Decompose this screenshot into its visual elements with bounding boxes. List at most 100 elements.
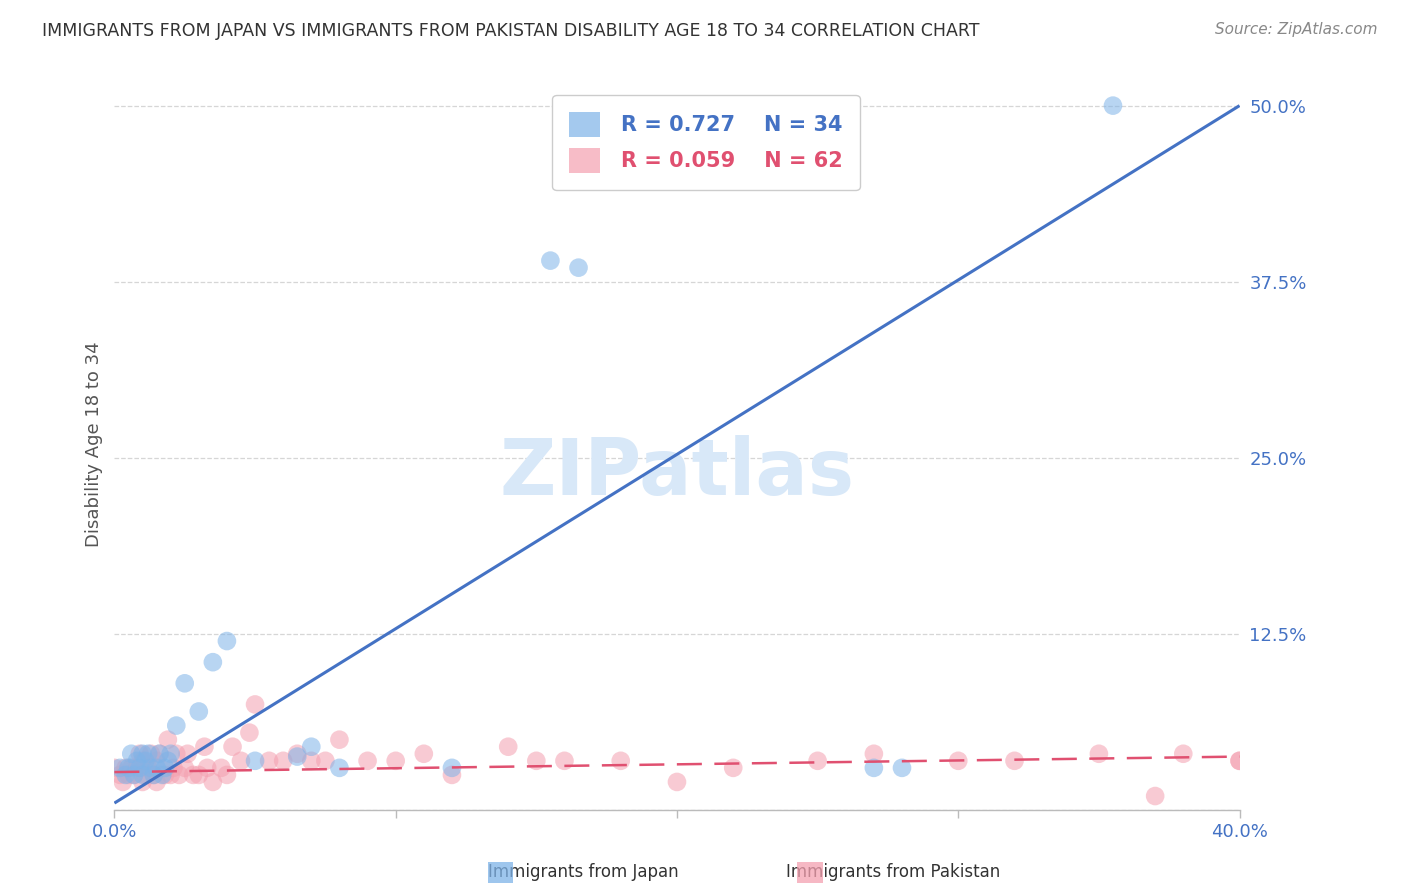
Point [148,747,170,761]
Point [108,761,131,775]
Point [807,754,830,768]
Point [156,732,179,747]
Point [215,768,238,782]
Point [201,655,224,669]
Point [243,698,266,712]
Point [139,761,162,775]
Point [117,768,139,782]
Point [384,754,406,768]
Point [496,739,519,754]
Point [125,761,148,775]
Point [1229,754,1251,768]
Text: Source: ZipAtlas.com: Source: ZipAtlas.com [1215,22,1378,37]
Point [111,775,134,789]
Point [162,761,184,775]
Point [1004,754,1026,768]
Point [187,705,209,719]
Point [567,260,589,275]
Text: Immigrants from Pakistan: Immigrants from Pakistan [786,863,1000,881]
Point [609,754,631,768]
Point [1102,98,1125,112]
Point [148,747,170,761]
Point [238,725,260,739]
Point [863,761,886,775]
Point [863,747,886,761]
Point [159,768,181,782]
Point [173,761,195,775]
Point [165,718,187,732]
Point [1088,747,1111,761]
Point [167,768,190,782]
Point [221,739,243,754]
Point [440,768,463,782]
Point [271,754,294,768]
Point [131,768,153,782]
Point [193,739,215,754]
Point [181,768,204,782]
Point [142,768,165,782]
Point [153,761,176,775]
Point [299,754,322,768]
Point [215,634,238,648]
Point [125,754,148,768]
Point [122,768,145,782]
Point [195,761,218,775]
Point [723,761,745,775]
Point [285,749,308,764]
Point [440,761,463,775]
Point [114,761,136,775]
Point [165,747,187,761]
Point [229,754,252,768]
Point [524,754,547,768]
Y-axis label: Disability Age 18 to 34: Disability Age 18 to 34 [86,341,103,547]
Point [243,754,266,768]
Point [156,754,179,768]
Point [1144,789,1167,803]
Point [328,761,350,775]
Point [136,761,159,775]
Point [201,775,224,789]
Point [159,747,181,761]
Point [150,768,173,782]
Point [153,768,176,782]
Point [134,768,156,782]
Point [553,754,575,768]
Point [285,747,308,761]
Point [538,253,561,268]
Point [117,761,139,775]
Point [145,761,167,775]
Point [131,754,153,768]
Text: IMMIGRANTS FROM JAPAN VS IMMIGRANTS FROM PAKISTAN DISABILITY AGE 18 TO 34 CORREL: IMMIGRANTS FROM JAPAN VS IMMIGRANTS FROM… [42,22,980,40]
Point [356,754,378,768]
Point [128,761,150,775]
Point [948,754,970,768]
Point [176,747,198,761]
Point [145,754,167,768]
Point [145,775,167,789]
Point [412,747,434,761]
Point [173,676,195,690]
Point [139,747,162,761]
Point [108,768,131,782]
Point [328,732,350,747]
Point [122,768,145,782]
Point [209,761,232,775]
Legend: R = 0.727    N = 34, R = 0.059    N = 62: R = 0.727 N = 34, R = 0.059 N = 62 [553,95,859,190]
Point [314,754,336,768]
Point [120,747,142,761]
Point [128,747,150,761]
Point [891,761,914,775]
Point [136,747,159,761]
Point [142,768,165,782]
Point [187,768,209,782]
Point [103,761,125,775]
Text: ZIPatlas: ZIPatlas [499,435,855,511]
Point [299,739,322,754]
Point [131,775,153,789]
Point [131,747,153,761]
Point [1229,754,1251,768]
Point [114,768,136,782]
Point [665,775,688,789]
Point [134,754,156,768]
Text: Immigrants from Japan: Immigrants from Japan [488,863,679,881]
